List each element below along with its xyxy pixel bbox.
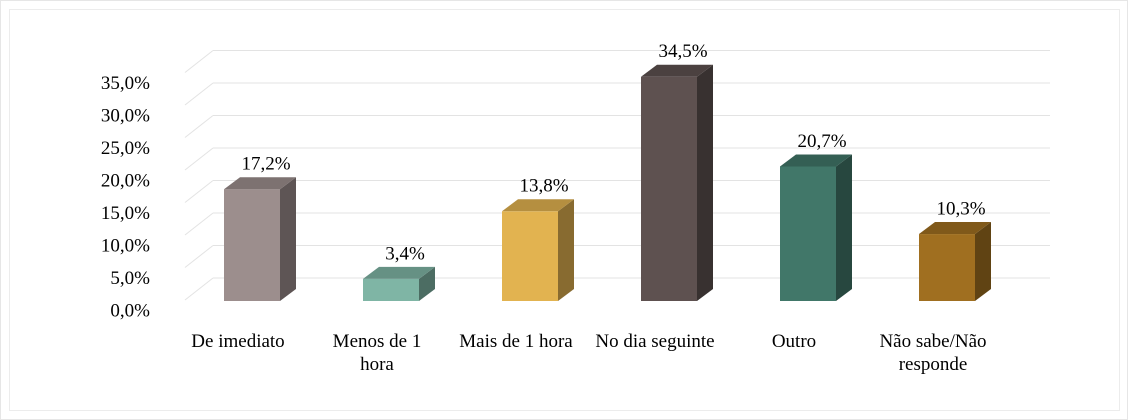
bar-front (919, 234, 975, 301)
bar-side (419, 266, 435, 301)
grid-line-side (184, 115, 214, 138)
bar-top (641, 64, 713, 77)
y-tick-label: 10,0% (101, 235, 150, 256)
bar-top (502, 199, 574, 212)
bar-side (697, 64, 713, 301)
value-label: 13,8% (519, 176, 568, 197)
value-label: 17,2% (241, 154, 290, 175)
bar-side (558, 199, 574, 301)
bar-top (780, 154, 852, 167)
x-tick-label: Outro (771, 331, 817, 352)
value-label: 10,3% (936, 198, 985, 219)
grid-line-side (184, 212, 214, 236)
inner-border (9, 9, 1120, 411)
x-tick-label: De imediato (191, 331, 285, 352)
grid-line-side (184, 245, 214, 268)
y-tick-label: 20,0% (101, 170, 150, 191)
y-tick-label: 5,0% (110, 268, 150, 289)
bar-side (280, 177, 296, 301)
bar-top (224, 177, 296, 190)
y-tick-label: 35,0% (101, 73, 150, 94)
bar-front (502, 211, 558, 301)
value-label: 3,4% (385, 243, 425, 264)
y-tick-label: 25,0% (101, 138, 150, 159)
bar-top (363, 266, 435, 279)
bar-front (363, 278, 419, 301)
x-tick-label: Menos de 1 hora (332, 331, 422, 375)
y-tick-label: 15,0% (101, 203, 150, 224)
bar-top (919, 222, 991, 235)
x-tick-label: No dia seguinte (595, 331, 715, 352)
bar-front (780, 166, 836, 301)
value-label: 34,5% (658, 41, 707, 62)
value-label: 20,7% (797, 131, 846, 152)
grid-line-side (184, 50, 214, 73)
bar-front (641, 76, 697, 301)
bar-side (975, 222, 991, 301)
bar-side (836, 154, 852, 301)
grid-line-side (184, 82, 214, 106)
grid-line-side (184, 277, 214, 301)
y-tick-label: 0,0% (110, 300, 150, 321)
x-tick-label: Mais de 1 hora (459, 331, 573, 352)
grid-line-side (184, 147, 214, 171)
grid-line-side (184, 180, 214, 203)
y-tick-label: 30,0% (101, 105, 150, 126)
x-tick-label: Não sabe/Não responde (879, 331, 987, 375)
bar-front (224, 189, 280, 301)
